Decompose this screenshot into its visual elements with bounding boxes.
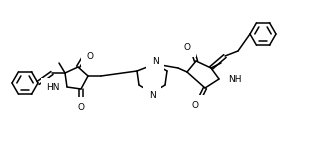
Text: N: N xyxy=(152,57,158,66)
Text: O: O xyxy=(86,52,94,61)
Text: N: N xyxy=(149,91,155,100)
Text: HN: HN xyxy=(46,83,60,92)
Text: O: O xyxy=(192,100,198,110)
Text: NH: NH xyxy=(228,74,241,83)
Text: O: O xyxy=(77,103,85,111)
Text: O: O xyxy=(183,42,191,52)
